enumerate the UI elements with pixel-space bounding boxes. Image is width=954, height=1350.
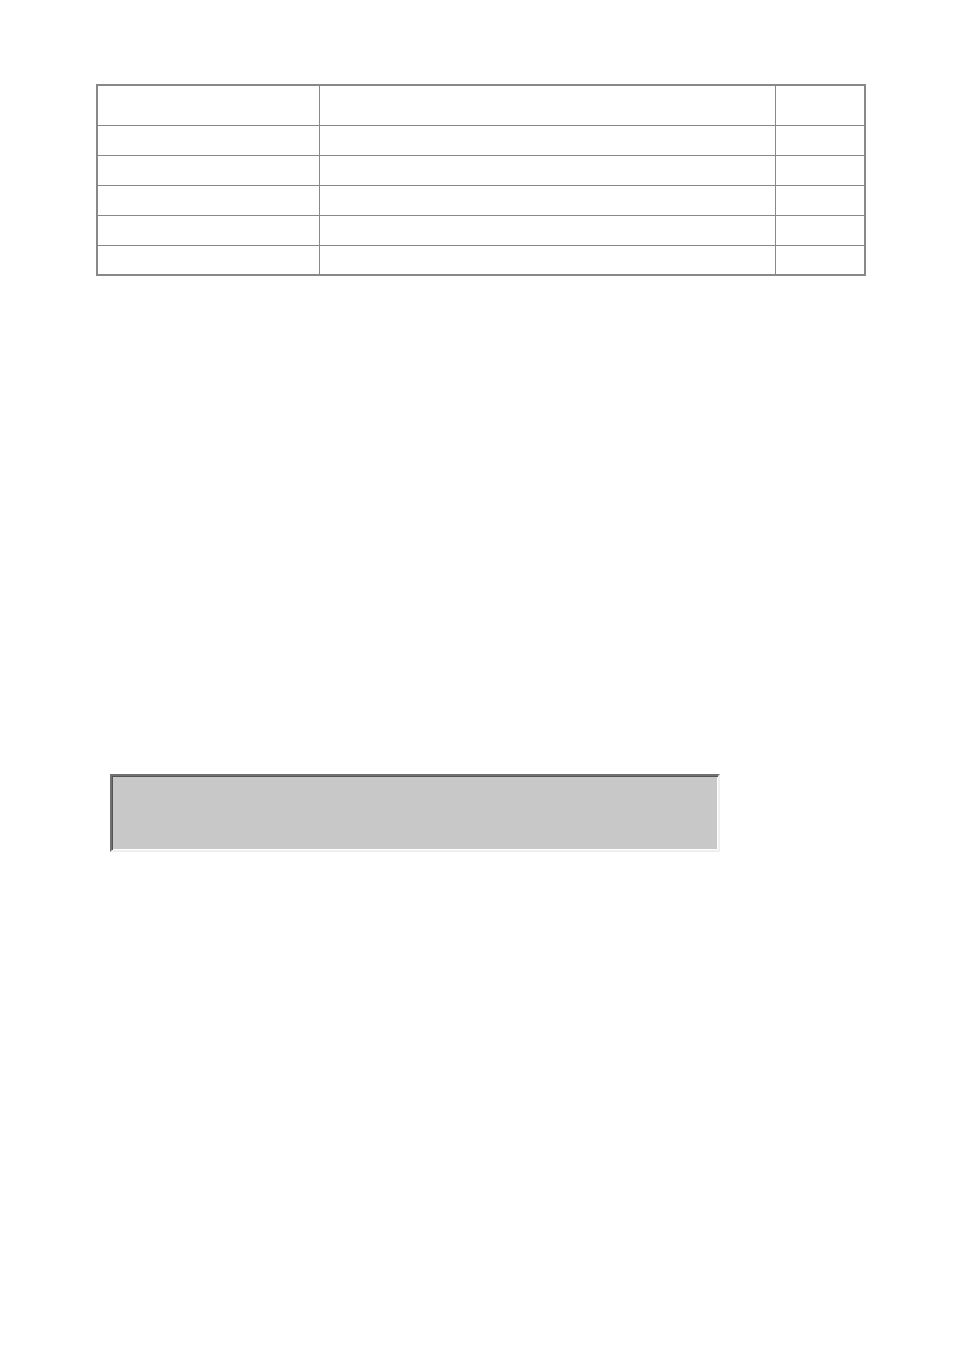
table-cell bbox=[776, 155, 865, 185]
table-cell bbox=[320, 155, 776, 185]
table-cell bbox=[97, 85, 320, 125]
table-cell bbox=[97, 155, 320, 185]
table-row bbox=[97, 185, 865, 215]
page-content bbox=[96, 84, 866, 276]
table-row bbox=[97, 125, 865, 155]
table-cell bbox=[320, 215, 776, 245]
table-cell bbox=[776, 215, 865, 245]
table-row bbox=[97, 85, 865, 125]
table-cell bbox=[97, 185, 320, 215]
data-table bbox=[96, 84, 866, 276]
table-cell bbox=[97, 245, 320, 275]
table-cell bbox=[776, 185, 865, 215]
table-cell bbox=[320, 85, 776, 125]
table-cell bbox=[320, 125, 776, 155]
table-cell bbox=[320, 245, 776, 275]
table-row bbox=[97, 215, 865, 245]
table-cell bbox=[320, 185, 776, 215]
table-cell bbox=[776, 85, 865, 125]
table-cell bbox=[97, 125, 320, 155]
table-cell bbox=[776, 245, 865, 275]
table-row bbox=[97, 155, 865, 185]
table-row bbox=[97, 245, 865, 275]
inset-panel bbox=[110, 774, 720, 852]
table-cell bbox=[97, 215, 320, 245]
table-cell bbox=[776, 125, 865, 155]
